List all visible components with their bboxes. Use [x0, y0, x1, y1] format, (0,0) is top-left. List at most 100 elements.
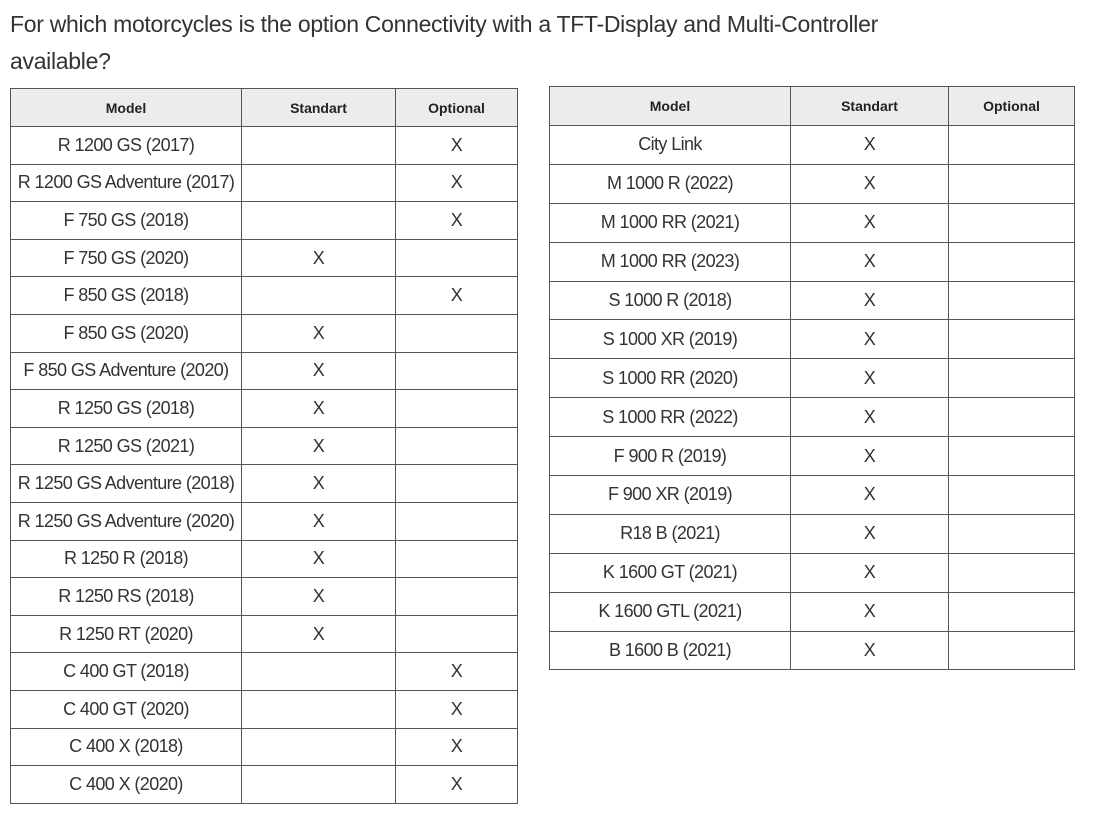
cell: X: [790, 319, 949, 360]
row: F 750 GS (2020) X: [10, 238, 518, 278]
row: R 1250 RS (2018) X: [10, 577, 518, 616]
cell: [948, 280, 1075, 321]
cell: C 400 X (2018): [10, 727, 242, 767]
cell: [948, 591, 1075, 632]
cell: [241, 689, 396, 729]
cell: R 1250 GS (2018): [10, 389, 242, 428]
row: M 1000 RR (2023) X: [549, 241, 1075, 282]
cell: X: [395, 201, 518, 240]
row: R18 B (2021) X: [549, 513, 1075, 554]
cell: [395, 351, 518, 391]
row: R 1250 R (2018) X: [10, 539, 518, 579]
header-cell: Model: [10, 88, 242, 127]
row: R 1250 GS (2021) X: [10, 426, 518, 466]
row: S 1000 RR (2022) X: [549, 397, 1075, 438]
row: R 1250 GS (2018) X: [10, 389, 518, 428]
cell: X: [395, 652, 518, 691]
cell: K 1600 GT (2021): [549, 552, 791, 593]
cell: [241, 765, 396, 804]
row: R 1250 GS Adventure (2018) X: [10, 464, 518, 503]
cell: [395, 313, 518, 353]
cell: [948, 358, 1075, 399]
row: C 400 X (2018) X: [10, 727, 518, 767]
cell: [395, 501, 518, 541]
cell: [948, 319, 1075, 360]
cell: X: [790, 552, 949, 593]
cell: R 1250 GS Adventure (2020): [10, 501, 242, 541]
row: F 900 XR (2019) X: [549, 475, 1075, 515]
cell: X: [241, 351, 396, 391]
cell: X: [241, 238, 396, 278]
cell: X: [790, 436, 949, 477]
cell: F 900 XR (2019): [549, 475, 791, 515]
header-cell: Standart: [241, 88, 396, 127]
cell: X: [241, 577, 396, 616]
cell: X: [790, 241, 949, 282]
cell: R 1250 R (2018): [10, 539, 242, 579]
cell: X: [790, 202, 949, 243]
cell: X: [395, 727, 518, 767]
header-cell: Optional: [395, 88, 518, 127]
table: Model Standart Optional R 1200 GS (2017) X R …: [10, 88, 518, 804]
row: R 1250 GS Adventure (2020) X: [10, 501, 518, 541]
header-cell: Standart: [790, 86, 949, 126]
cell: F 850 GS (2018): [10, 276, 242, 315]
cell: X: [790, 163, 949, 204]
cell: R18 B (2021): [549, 513, 791, 554]
row: F 850 GS (2018) X: [10, 276, 518, 315]
cell: M 1000 R (2022): [549, 163, 791, 204]
cell: [948, 202, 1075, 243]
cell: [395, 577, 518, 616]
cell: [948, 552, 1075, 593]
cell: S 1000 R (2018): [549, 280, 791, 321]
cell: [395, 238, 518, 278]
cell: [948, 241, 1075, 282]
cell: X: [790, 397, 949, 438]
cell: R 1250 RT (2020): [10, 614, 242, 654]
header-row: Model Standart Optional: [549, 86, 1075, 126]
cell: X: [395, 276, 518, 315]
header-cell: Model: [549, 86, 791, 126]
row: S 1000 R (2018) X: [549, 280, 1075, 321]
row: R 1250 RT (2020) X: [10, 614, 518, 654]
cell: C 400 GT (2018): [10, 652, 242, 691]
header-cell: Optional: [948, 86, 1075, 126]
row: F 750 GS (2018) X: [10, 201, 518, 240]
cell: S 1000 XR (2019): [549, 319, 791, 360]
row: C 400 GT (2020) X: [10, 689, 518, 729]
cell: X: [790, 591, 949, 632]
table: Model Standart Optional City Link X M 1000 R …: [549, 86, 1075, 671]
cell: R 1200 GS Adventure (2017): [10, 163, 242, 203]
cell: City Link: [549, 125, 791, 165]
cell: X: [241, 614, 396, 654]
cell: [395, 389, 518, 428]
row: City Link X: [549, 125, 1075, 165]
cell: R 1250 GS Adventure (2018): [10, 464, 242, 503]
cell: B 1600 B (2021): [549, 630, 791, 671]
cell: X: [241, 539, 396, 579]
cell: R 1200 GS (2017): [10, 126, 242, 165]
cell: [948, 397, 1075, 438]
cell: X: [395, 689, 518, 729]
cell: X: [790, 513, 949, 554]
cell: [948, 630, 1075, 671]
cell: [395, 464, 518, 503]
cell: [395, 614, 518, 654]
row: K 1600 GTL (2021) X: [549, 591, 1075, 632]
cell: S 1000 RR (2020): [549, 358, 791, 399]
cell: [948, 436, 1075, 477]
row: S 1000 RR (2020) X: [549, 358, 1075, 399]
cell: X: [790, 475, 949, 515]
cell: X: [790, 358, 949, 399]
cell: [948, 163, 1075, 204]
row: C 400 GT (2018) X: [10, 652, 518, 691]
cell: X: [241, 426, 396, 466]
cell: F 900 R (2019): [549, 436, 791, 477]
row: M 1000 R (2022) X: [549, 163, 1075, 204]
cell: F 850 GS Adventure (2020): [10, 351, 242, 391]
cell: X: [395, 765, 518, 804]
row: F 850 GS Adventure (2020) X: [10, 351, 518, 391]
row: F 900 R (2019) X: [549, 436, 1075, 477]
row: M 1000 RR (2021) X: [549, 202, 1075, 243]
